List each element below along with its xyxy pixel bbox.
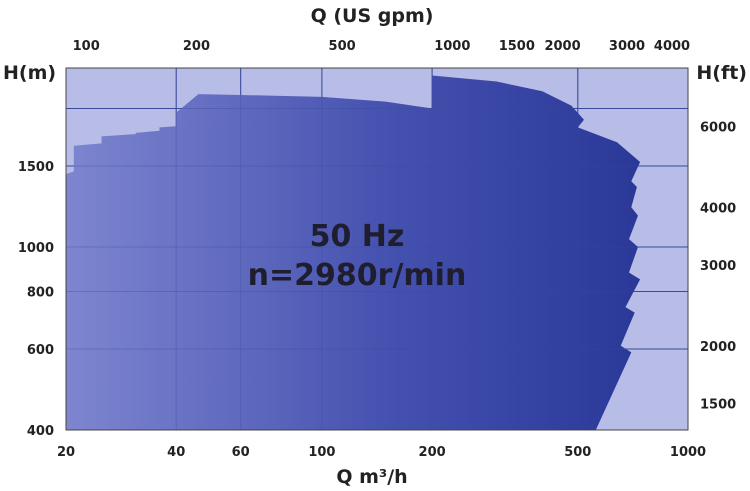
top-tick-label: 500 (329, 39, 356, 54)
right-tick-label: 3000 (700, 259, 736, 274)
top-tick-label: 4000 (654, 39, 690, 54)
top-axis-ticks: 100 200 500 1000 1500 2000 3000 4000 (73, 39, 690, 54)
left-axis-title: H(m) (3, 62, 56, 84)
bottom-tick-label: 1000 (670, 445, 706, 460)
right-axis-ticks: 1500 2000 3000 4000 6000 (700, 120, 736, 412)
left-tick-label: 1000 (18, 241, 54, 256)
performance-envelope-area (66, 75, 641, 430)
bottom-tick-label: 100 (308, 445, 335, 460)
bottom-axis-ticks: 20 40 60 100 200 500 1000 (57, 445, 706, 460)
bottom-tick-label: 200 (419, 445, 446, 460)
top-tick-label: 200 (183, 39, 210, 54)
right-tick-label: 2000 (700, 340, 736, 355)
left-axis-ticks: 400 600 800 1000 1500 (18, 160, 54, 439)
top-axis-title: Q (US gpm) (311, 5, 434, 27)
top-tick-label: 100 (73, 39, 100, 54)
bottom-tick-label: 20 (57, 445, 75, 460)
grid-lines-overlay (66, 68, 688, 430)
right-tick-label: 6000 (700, 120, 736, 135)
bottom-axis-title: Q m³/h (336, 466, 407, 488)
left-tick-label: 400 (27, 424, 54, 439)
left-tick-label: 1500 (18, 160, 54, 175)
top-tick-label: 2000 (544, 39, 580, 54)
right-tick-label: 1500 (700, 397, 736, 412)
bottom-tick-label: 40 (167, 445, 185, 460)
bottom-tick-label: 60 (232, 445, 250, 460)
plot-border (65, 67, 689, 431)
bottom-tick-label: 500 (564, 445, 591, 460)
top-tick-label: 3000 (609, 39, 645, 54)
right-axis-title: H(ft) (696, 62, 747, 84)
speed-label: n=2980r/min (248, 258, 467, 293)
top-tick-label: 1000 (434, 39, 470, 54)
left-tick-label: 600 (27, 343, 54, 358)
left-tick-label: 800 (27, 286, 54, 301)
top-tick-label: 1500 (499, 39, 535, 54)
right-tick-label: 4000 (700, 201, 736, 216)
frequency-label: 50 Hz (310, 219, 405, 254)
